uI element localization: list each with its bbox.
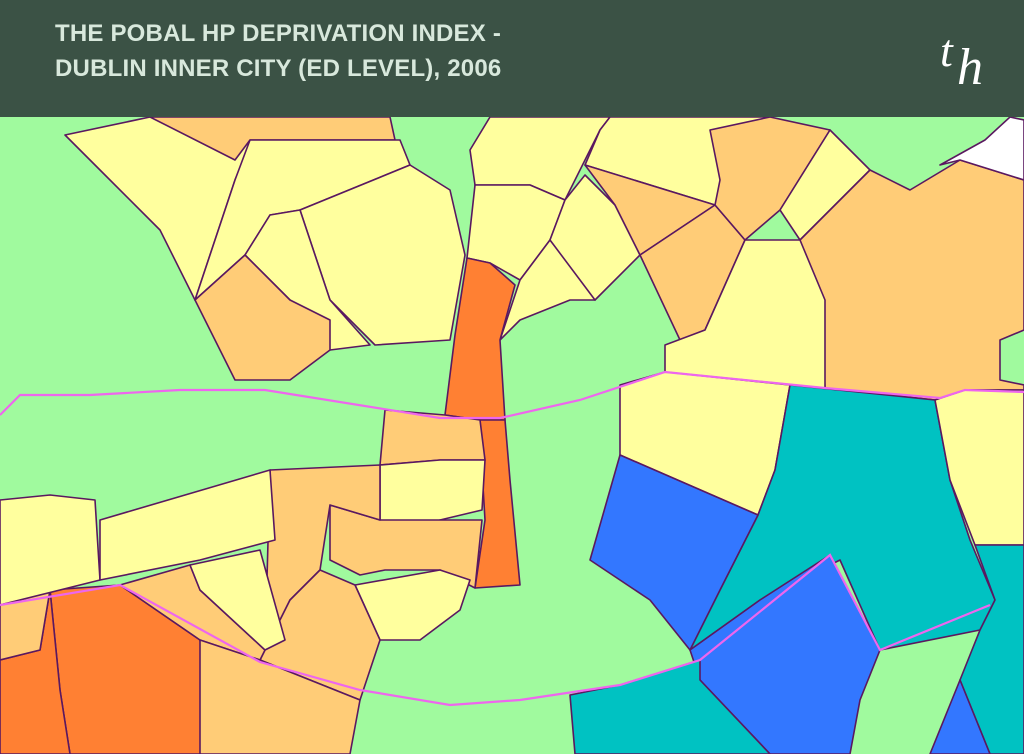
logo-letter: t — [940, 25, 953, 76]
title-line: THE POBAL HP DEPRIVATION INDEX - — [55, 20, 502, 47]
canal-line — [0, 370, 1024, 420]
title-line: DUBLIN INNER CITY (ED LEVEL), 2006 — [55, 55, 502, 82]
header-bar: THE POBAL HP DEPRIVATION INDEX - DUBLIN … — [0, 0, 1024, 117]
ed-areas — [0, 117, 1024, 754]
logo: t h — [940, 24, 1000, 96]
canal-line — [0, 553, 991, 707]
deprivation-map — [0, 117, 1024, 754]
logo-letter: h — [957, 39, 983, 96]
